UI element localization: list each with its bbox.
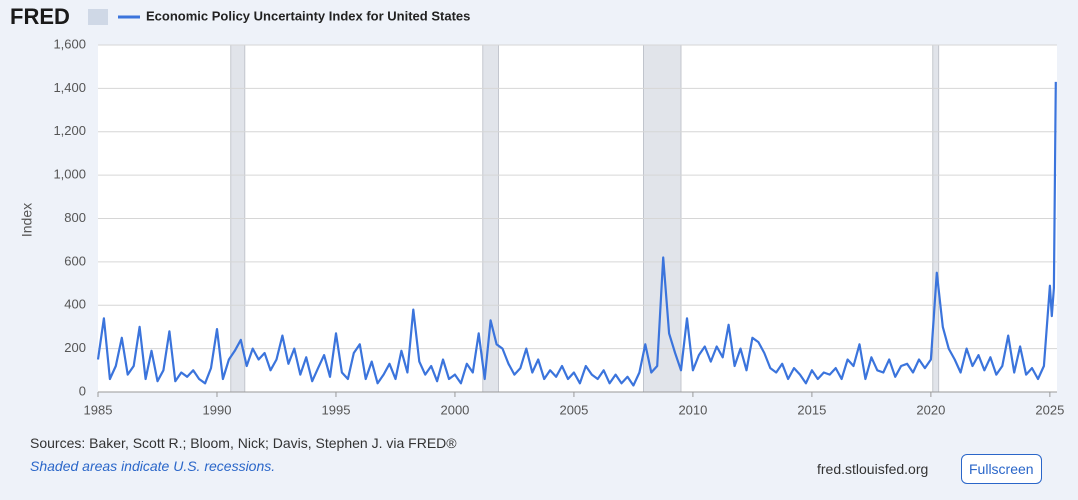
logo-icon bbox=[88, 9, 108, 25]
y-tick-label: 800 bbox=[64, 210, 86, 225]
y-axis-label: Index bbox=[19, 203, 35, 237]
x-tick-label: 2000 bbox=[440, 402, 469, 417]
y-tick-label: 0 bbox=[79, 383, 86, 398]
source-url: fred.stlouisfed.org bbox=[817, 461, 929, 477]
y-tick-label: 600 bbox=[64, 253, 86, 268]
logo: FRED bbox=[10, 4, 70, 29]
y-tick-label: 1,000 bbox=[53, 167, 86, 182]
series-line bbox=[96, 81, 1057, 387]
x-tick-label: 2020 bbox=[916, 402, 945, 417]
legend-label: Economic Policy Uncertainty Index for Un… bbox=[146, 8, 470, 23]
x-tick-label: 2005 bbox=[559, 402, 588, 417]
y-tick-label: 400 bbox=[64, 297, 86, 312]
x-tick-label: 1985 bbox=[84, 402, 113, 417]
x-tick-label: 1990 bbox=[203, 402, 232, 417]
chart: FRED Economic Policy Uncertainty Index f… bbox=[10, 4, 1064, 418]
y-tick-label: 1,200 bbox=[53, 123, 86, 138]
x-tick-label: 2010 bbox=[678, 402, 707, 417]
x-tick-label: 2015 bbox=[797, 402, 826, 417]
recession-note: Shaded areas indicate U.S. recessions. bbox=[30, 458, 276, 474]
y-tick-label: 1,600 bbox=[53, 36, 86, 51]
x-tick-label: 2025 bbox=[1035, 402, 1064, 417]
sources: Sources: Baker, Scott R.; Bloom, Nick; D… bbox=[30, 435, 457, 451]
y-tick-label: 200 bbox=[64, 340, 86, 355]
x-tick-label: 1995 bbox=[322, 402, 351, 417]
fullscreen-button[interactable]: Fullscreen bbox=[961, 454, 1042, 484]
y-tick-label: 1,400 bbox=[53, 80, 86, 95]
